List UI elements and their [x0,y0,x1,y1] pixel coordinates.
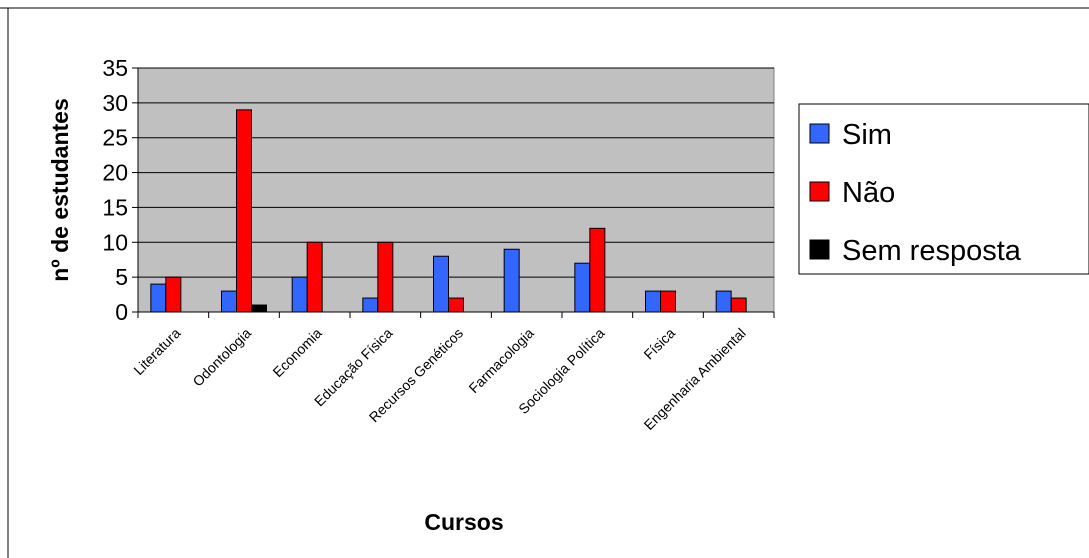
legend-swatch-sem-resposta [809,239,830,260]
bar-sim [715,290,732,313]
bar-sim [433,255,449,313]
bar-n-o [589,227,606,313]
y-axis-ticks: 0 5 10 15 20 25 30 35 [102,55,138,325]
legend-swatch-nao [809,181,830,202]
x-tick-label: Farmacologia [465,325,536,396]
y-tick-label: 5 [115,264,128,290]
bar-sem-resposta [251,304,267,313]
bars [150,109,747,313]
bar-sim [574,262,591,313]
bar-sim [645,290,661,313]
legend-swatch-sim [809,123,830,144]
y-tick-label: 35 [102,55,128,81]
bar-sim [150,283,167,313]
bar-n-o [448,297,464,313]
x-tick-label: Literatura [130,325,183,378]
bar-n-o [236,109,252,313]
bar-n-o [165,276,182,313]
x-axis-title: Cursos [424,509,503,535]
y-tick-label: 10 [102,229,128,255]
y-tick-label: 25 [102,125,128,151]
legend-label-sem-resposta: Sem resposta [842,235,1022,267]
legend-box [798,103,1089,275]
x-tick-label: Economia [269,325,324,380]
x-tick-label: Física [640,325,678,363]
bar-sim [291,276,308,313]
bar-sim [362,297,379,313]
y-tick-label: 0 [115,299,128,325]
legend: Sim Não Sem resposta [798,103,1089,275]
bar-sim [221,290,237,313]
y-tick-label: 20 [102,160,128,186]
bar-n-o [377,241,394,313]
y-tick-label: 30 [102,90,128,116]
y-tick-label: 15 [102,194,128,220]
bar-n-o [730,297,747,313]
plot-area [137,67,775,313]
legend-label-nao: Não [842,177,895,209]
bar-n-o [306,241,323,313]
y-axis-title: nº de estudantes [47,98,73,282]
x-tick-label: Odontologia [189,325,254,390]
bar-sim [503,248,520,313]
bar-n-o [660,290,676,313]
legend-label-sim: Sim [842,119,892,151]
